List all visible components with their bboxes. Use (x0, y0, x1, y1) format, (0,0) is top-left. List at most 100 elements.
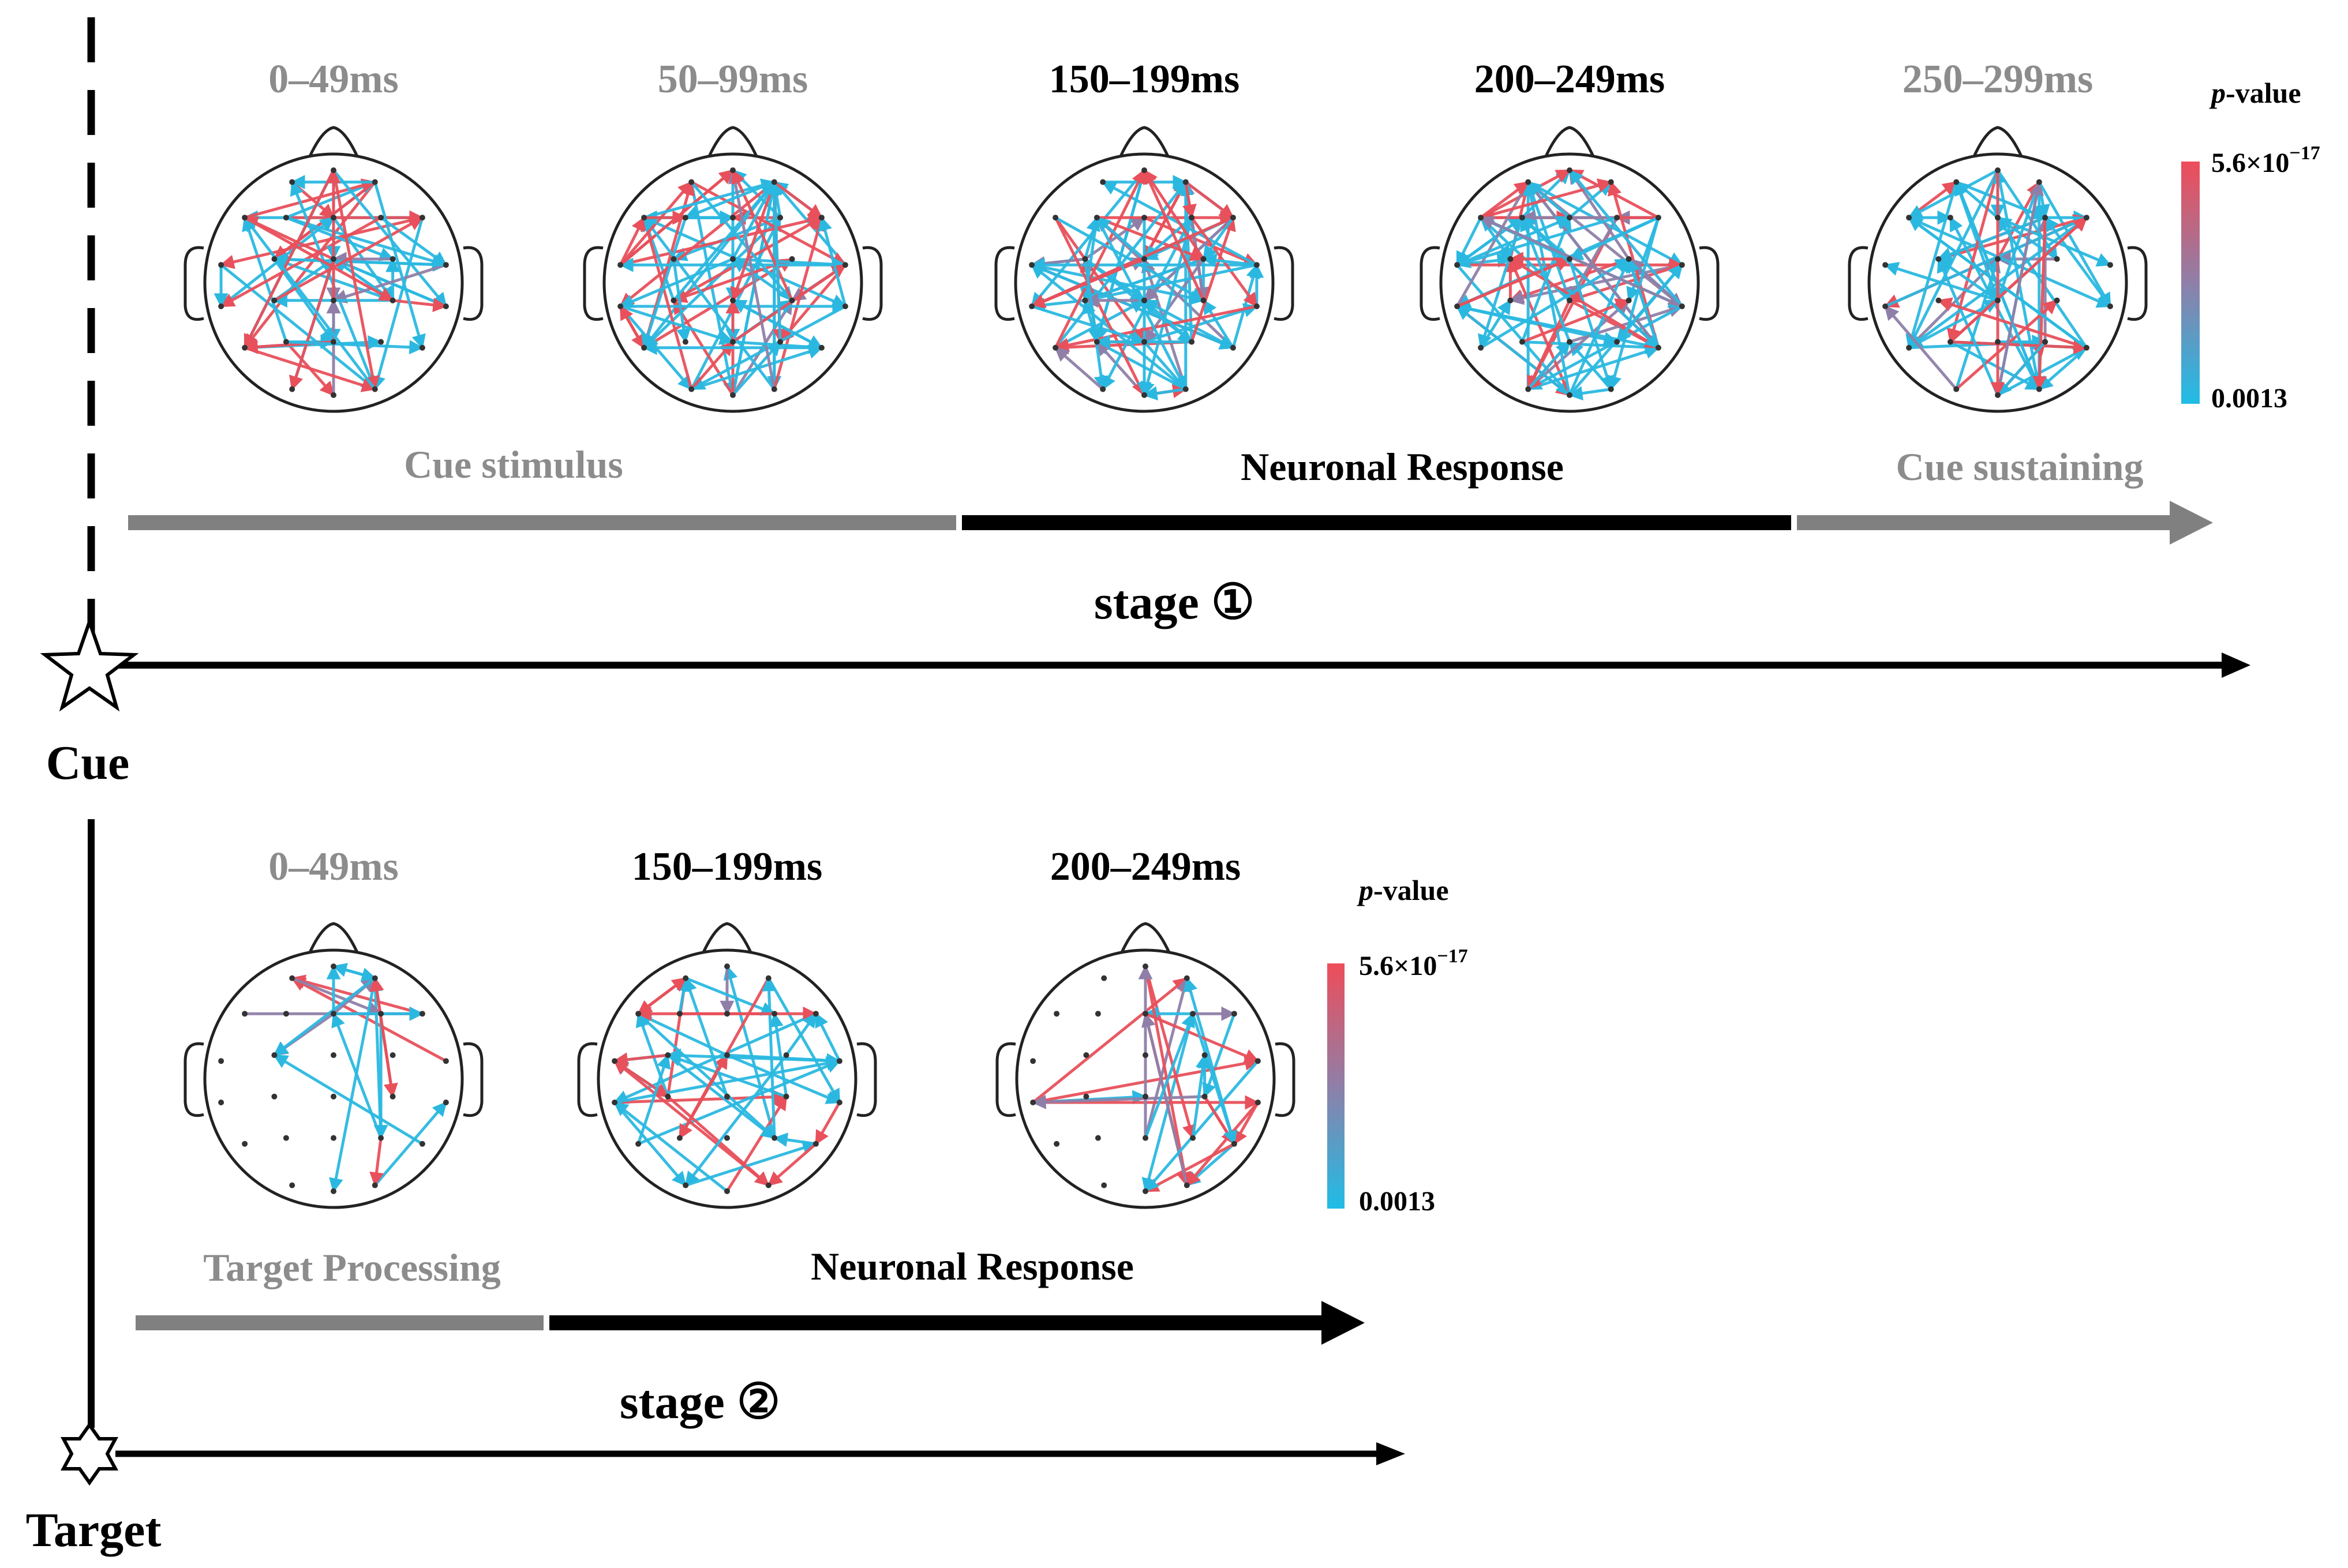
connection-arrow (731, 181, 776, 260)
electrode-dot (289, 179, 295, 185)
connection-arrow (1143, 299, 1193, 343)
electrode-dot (242, 1141, 248, 1147)
colorbar-gradient (2181, 162, 2200, 404)
electrode-dot (777, 215, 784, 221)
connection-arrow (1526, 299, 1571, 391)
connection-arrow (691, 344, 823, 391)
electrode-dot (242, 1011, 248, 1017)
electrode-dot (1995, 167, 2001, 174)
electrode-dot (271, 297, 278, 303)
time-axis-arrowhead (1376, 1442, 1405, 1465)
connection-arrow (1568, 169, 1683, 307)
connection-arrow (732, 299, 823, 350)
electrode-dot (1230, 215, 1236, 221)
connection-arrow (613, 1052, 668, 1067)
connection-arrow (332, 963, 376, 980)
electrode-dot (730, 167, 736, 174)
electrode-dot (1947, 215, 1953, 221)
colorbar-title: p-value (1357, 874, 1449, 906)
connection-arrow (1143, 299, 1234, 350)
electrode-dot (372, 386, 378, 392)
connection-arrow (1995, 181, 2041, 302)
connection-arrow (728, 168, 776, 390)
electrode-dot (765, 1182, 772, 1188)
electrode-dot (1054, 1011, 1060, 1017)
electrode-dot (836, 1058, 842, 1064)
electrode-dot (2036, 179, 2042, 185)
electrode-dot (1253, 262, 1260, 268)
left-ear-outline (577, 1042, 598, 1117)
connection-arrow (1568, 169, 1630, 260)
electrode-dot (1030, 1058, 1036, 1064)
electrode-dot (730, 215, 736, 221)
connection-arrow (1054, 217, 1146, 397)
electrode-dot (818, 344, 825, 351)
electrode-dot (1567, 392, 1572, 398)
connection-arrow (1054, 346, 1104, 391)
connection-arrow (773, 181, 823, 219)
connection-arrow (684, 1054, 788, 1187)
connection-arrow (614, 1056, 841, 1104)
electrode-dot (2042, 215, 2049, 221)
electrode-dot (683, 975, 689, 981)
connection-arrow (290, 974, 423, 1015)
electrode-dot (390, 1093, 396, 1100)
electrode-dot (443, 1100, 449, 1105)
window-label: 200–249ms (1474, 57, 1665, 102)
left-ear-outline (1420, 246, 1440, 321)
connection-arrow (818, 216, 847, 307)
connection-arrow (636, 1012, 728, 1057)
phase-label: Cue sustaining (1896, 445, 2144, 489)
connection-arrow (1143, 168, 1205, 301)
connection-arrow (285, 216, 394, 261)
electrode-dot (1935, 256, 1942, 262)
connection-arrow (1521, 298, 1630, 343)
electrode-dot (1184, 1182, 1190, 1188)
electrode-dot (671, 297, 677, 303)
electrode-dot (1200, 256, 1207, 262)
connection-arrow (691, 181, 847, 267)
colorbar-min-label: 0.0013 (2211, 383, 2287, 414)
stage-label: stage ① (1094, 576, 1254, 629)
electrode-dot (331, 256, 336, 262)
electrode-dot (1882, 262, 1889, 268)
electrode-dot (1679, 303, 1685, 309)
electrode-dot (730, 297, 736, 303)
electrode-dot (271, 256, 278, 262)
connection-arrow (1233, 1101, 1260, 1145)
connection-arrow (291, 977, 383, 1016)
electrode-dot (641, 215, 647, 221)
electrode-dot (331, 1093, 336, 1100)
electrode-dot (688, 179, 695, 185)
electrode-dot (1143, 1011, 1148, 1017)
connection-arrow (392, 298, 448, 312)
connection-arrow (285, 180, 377, 219)
connection-arrow (1480, 181, 1530, 219)
connection-arrow (1083, 263, 1257, 305)
electrode-dot (1095, 1135, 1101, 1141)
head-map (577, 922, 877, 1209)
electrode-dot (283, 215, 289, 221)
connection-arrow (643, 216, 776, 391)
connection-arrow (637, 1012, 776, 1139)
electrode-dot (1143, 1052, 1148, 1058)
connection-arrow (1527, 181, 1660, 349)
phase-label: Target Processing (203, 1246, 501, 1289)
connection-arrow (1997, 340, 2046, 396)
electrode-dot (1141, 297, 1147, 303)
electrode-dot (1454, 303, 1461, 309)
nose-outline (1972, 126, 2024, 159)
connection-arrow (769, 1012, 788, 1097)
connection-arrow (1032, 977, 1188, 1104)
electrode-dot (1567, 339, 1572, 345)
connection-arrow (1030, 216, 1234, 308)
connection-arrow (244, 178, 377, 219)
window-label: 150–199ms (632, 845, 823, 889)
electrode-dot (419, 1141, 425, 1147)
window-label: 250–299ms (1903, 57, 2094, 102)
right-ear-outline (463, 246, 484, 321)
connection-arrow (1479, 216, 1683, 308)
right-ear-outline (2127, 246, 2148, 321)
electrode-dot (218, 303, 224, 309)
connection-arrow (785, 1012, 817, 1056)
